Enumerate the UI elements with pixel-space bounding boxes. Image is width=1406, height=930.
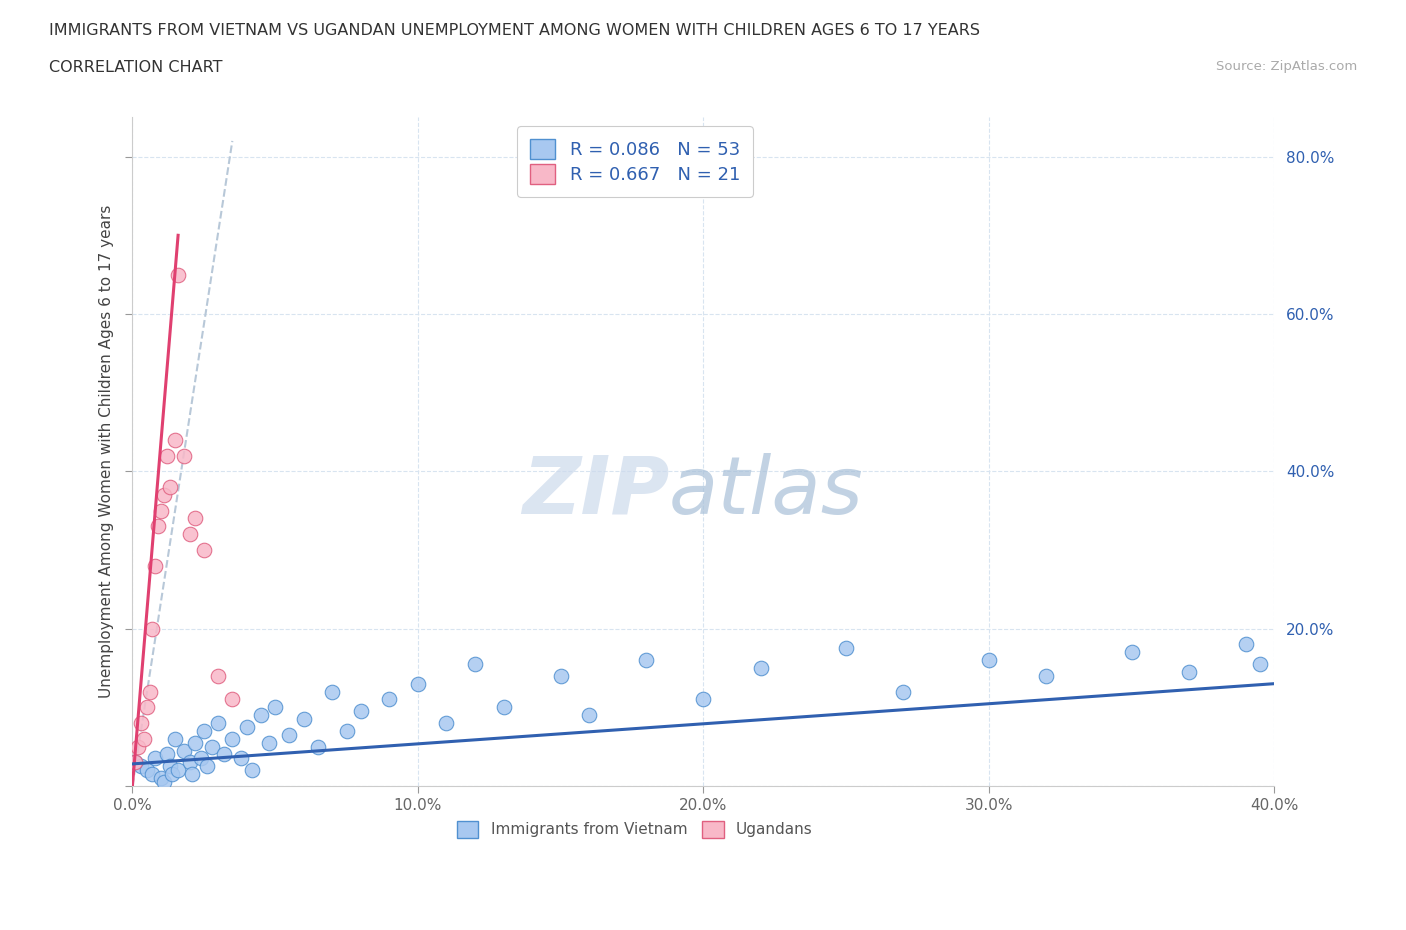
Point	[264, 700, 287, 715]
Point	[1035, 669, 1057, 684]
Point	[201, 739, 224, 754]
Y-axis label: Unemployment Among Women with Children Ages 6 to 17 years: Unemployment Among Women with Children A…	[100, 205, 114, 698]
Point	[1249, 657, 1271, 671]
Point	[436, 715, 458, 730]
Point	[550, 669, 572, 684]
Text: IMMIGRANTS FROM VIETNAM VS UGANDAN UNEMPLOYMENT AMONG WOMEN WITH CHILDREN AGES 6: IMMIGRANTS FROM VIETNAM VS UGANDAN UNEMP…	[49, 23, 980, 38]
Point	[159, 480, 181, 495]
Point	[835, 641, 858, 656]
Point	[195, 759, 218, 774]
Point	[321, 684, 343, 699]
Point	[159, 759, 181, 774]
Text: Source: ZipAtlas.com: Source: ZipAtlas.com	[1216, 60, 1357, 73]
Point	[977, 653, 1000, 668]
Point	[173, 448, 195, 463]
Point	[221, 731, 243, 746]
Text: CORRELATION CHART: CORRELATION CHART	[49, 60, 222, 75]
Point	[153, 487, 176, 502]
Point	[141, 766, 163, 781]
Point	[221, 692, 243, 707]
Point	[129, 759, 152, 774]
Point	[138, 684, 160, 699]
Point	[167, 267, 190, 282]
Point	[127, 739, 149, 754]
Point	[141, 621, 163, 636]
Point	[250, 708, 273, 723]
Point	[212, 747, 235, 762]
Point	[143, 558, 166, 573]
Point	[143, 751, 166, 765]
Point	[335, 724, 357, 738]
Point	[135, 763, 157, 777]
Text: ZIP: ZIP	[522, 453, 669, 531]
Point	[207, 715, 229, 730]
Point	[124, 755, 146, 770]
Point	[749, 660, 772, 675]
Point	[259, 736, 281, 751]
Point	[207, 669, 229, 684]
Point	[165, 432, 187, 447]
Point	[1121, 644, 1143, 659]
Point	[135, 700, 157, 715]
Point	[240, 763, 263, 777]
Point	[307, 739, 329, 754]
Point	[165, 731, 187, 746]
Point	[235, 720, 257, 735]
Point	[692, 692, 714, 707]
Point	[181, 766, 204, 781]
Point	[184, 736, 207, 751]
Point	[149, 771, 172, 786]
Text: atlas: atlas	[669, 453, 863, 531]
Point	[292, 711, 315, 726]
Point	[149, 503, 172, 518]
Point	[378, 692, 401, 707]
Point	[229, 751, 252, 765]
Point	[167, 763, 190, 777]
Point	[124, 755, 146, 770]
Point	[636, 653, 658, 668]
Point	[464, 657, 486, 671]
Point	[350, 704, 373, 719]
Point	[156, 448, 179, 463]
Point	[129, 715, 152, 730]
Point	[173, 743, 195, 758]
Point	[132, 731, 155, 746]
Point	[1234, 637, 1257, 652]
Point	[578, 708, 600, 723]
Point	[156, 747, 179, 762]
Legend: Immigrants from Vietnam, Ugandans: Immigrants from Vietnam, Ugandans	[450, 813, 821, 845]
Point	[153, 775, 176, 790]
Point	[179, 526, 201, 541]
Point	[891, 684, 914, 699]
Point	[179, 755, 201, 770]
Point	[190, 751, 212, 765]
Point	[193, 542, 215, 557]
Point	[184, 512, 207, 526]
Point	[193, 724, 215, 738]
Point	[278, 727, 301, 742]
Point	[406, 676, 429, 691]
Point	[1178, 664, 1201, 679]
Point	[162, 766, 184, 781]
Point	[492, 700, 515, 715]
Point	[146, 519, 169, 534]
